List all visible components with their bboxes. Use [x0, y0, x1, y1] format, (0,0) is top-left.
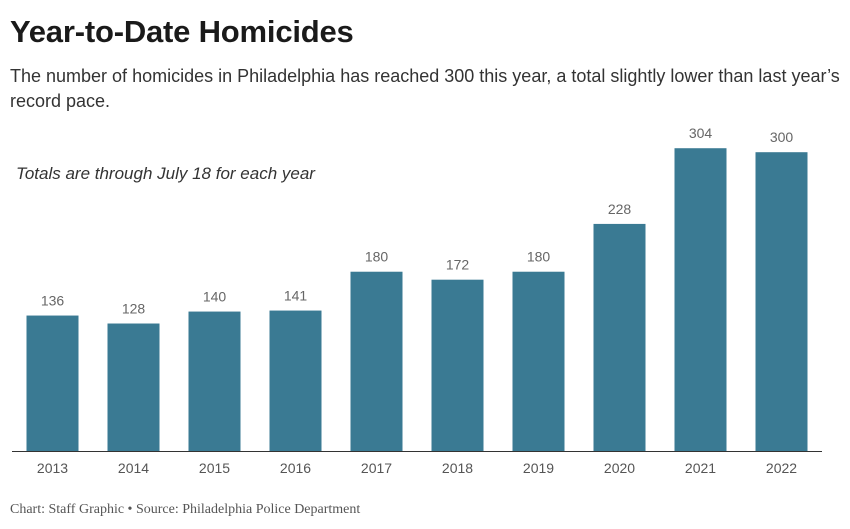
bar-2020 [593, 223, 646, 451]
chart-credit: Chart: Staff Graphic • Source: Philadelp… [10, 502, 361, 517]
value-label-2018: 172 [446, 257, 470, 273]
bar-2022 [755, 152, 808, 451]
value-label-2016: 141 [284, 288, 308, 304]
chart-subtitle: The number of homicides in Philadelphia … [10, 66, 840, 111]
x-tick-2019: 2019 [523, 460, 554, 476]
value-label-2020: 228 [608, 201, 632, 217]
x-tick-2013: 2013 [37, 460, 68, 476]
bars-group [26, 148, 808, 451]
x-tick-2014: 2014 [118, 460, 149, 476]
x-tick-2022: 2022 [766, 460, 797, 476]
bar-2017 [350, 271, 403, 451]
bar-2014 [107, 323, 160, 451]
bar-2013 [26, 315, 79, 451]
bar-2021 [674, 148, 727, 451]
x-tick-2015: 2015 [199, 460, 230, 476]
value-label-2021: 304 [689, 125, 713, 141]
value-label-2022: 300 [770, 129, 794, 145]
value-labels-group: 136 128 140 141 180 172 180 228 304 300 [41, 125, 794, 316]
value-label-2013: 136 [41, 293, 65, 309]
value-label-2017: 180 [365, 249, 389, 265]
bar-2015 [188, 311, 241, 451]
value-label-2014: 128 [122, 301, 146, 317]
x-tick-2021: 2021 [685, 460, 716, 476]
x-tick-2017: 2017 [361, 460, 392, 476]
x-tick-labels-group: 2013 2014 2015 2016 2017 2018 2019 2020 2021 2022 [37, 460, 797, 476]
bar-2016 [269, 310, 322, 451]
x-tick-2020: 2020 [604, 460, 635, 476]
chart-note: Totals are through July 18 for each year [16, 164, 315, 183]
bar-2018 [431, 279, 484, 451]
chart-title: Year-to-Date Homicides [10, 14, 354, 49]
value-label-2019: 180 [527, 249, 551, 265]
x-tick-2016: 2016 [280, 460, 311, 476]
bar-2019 [512, 271, 565, 451]
value-label-2015: 140 [203, 289, 227, 305]
x-tick-2018: 2018 [442, 460, 473, 476]
